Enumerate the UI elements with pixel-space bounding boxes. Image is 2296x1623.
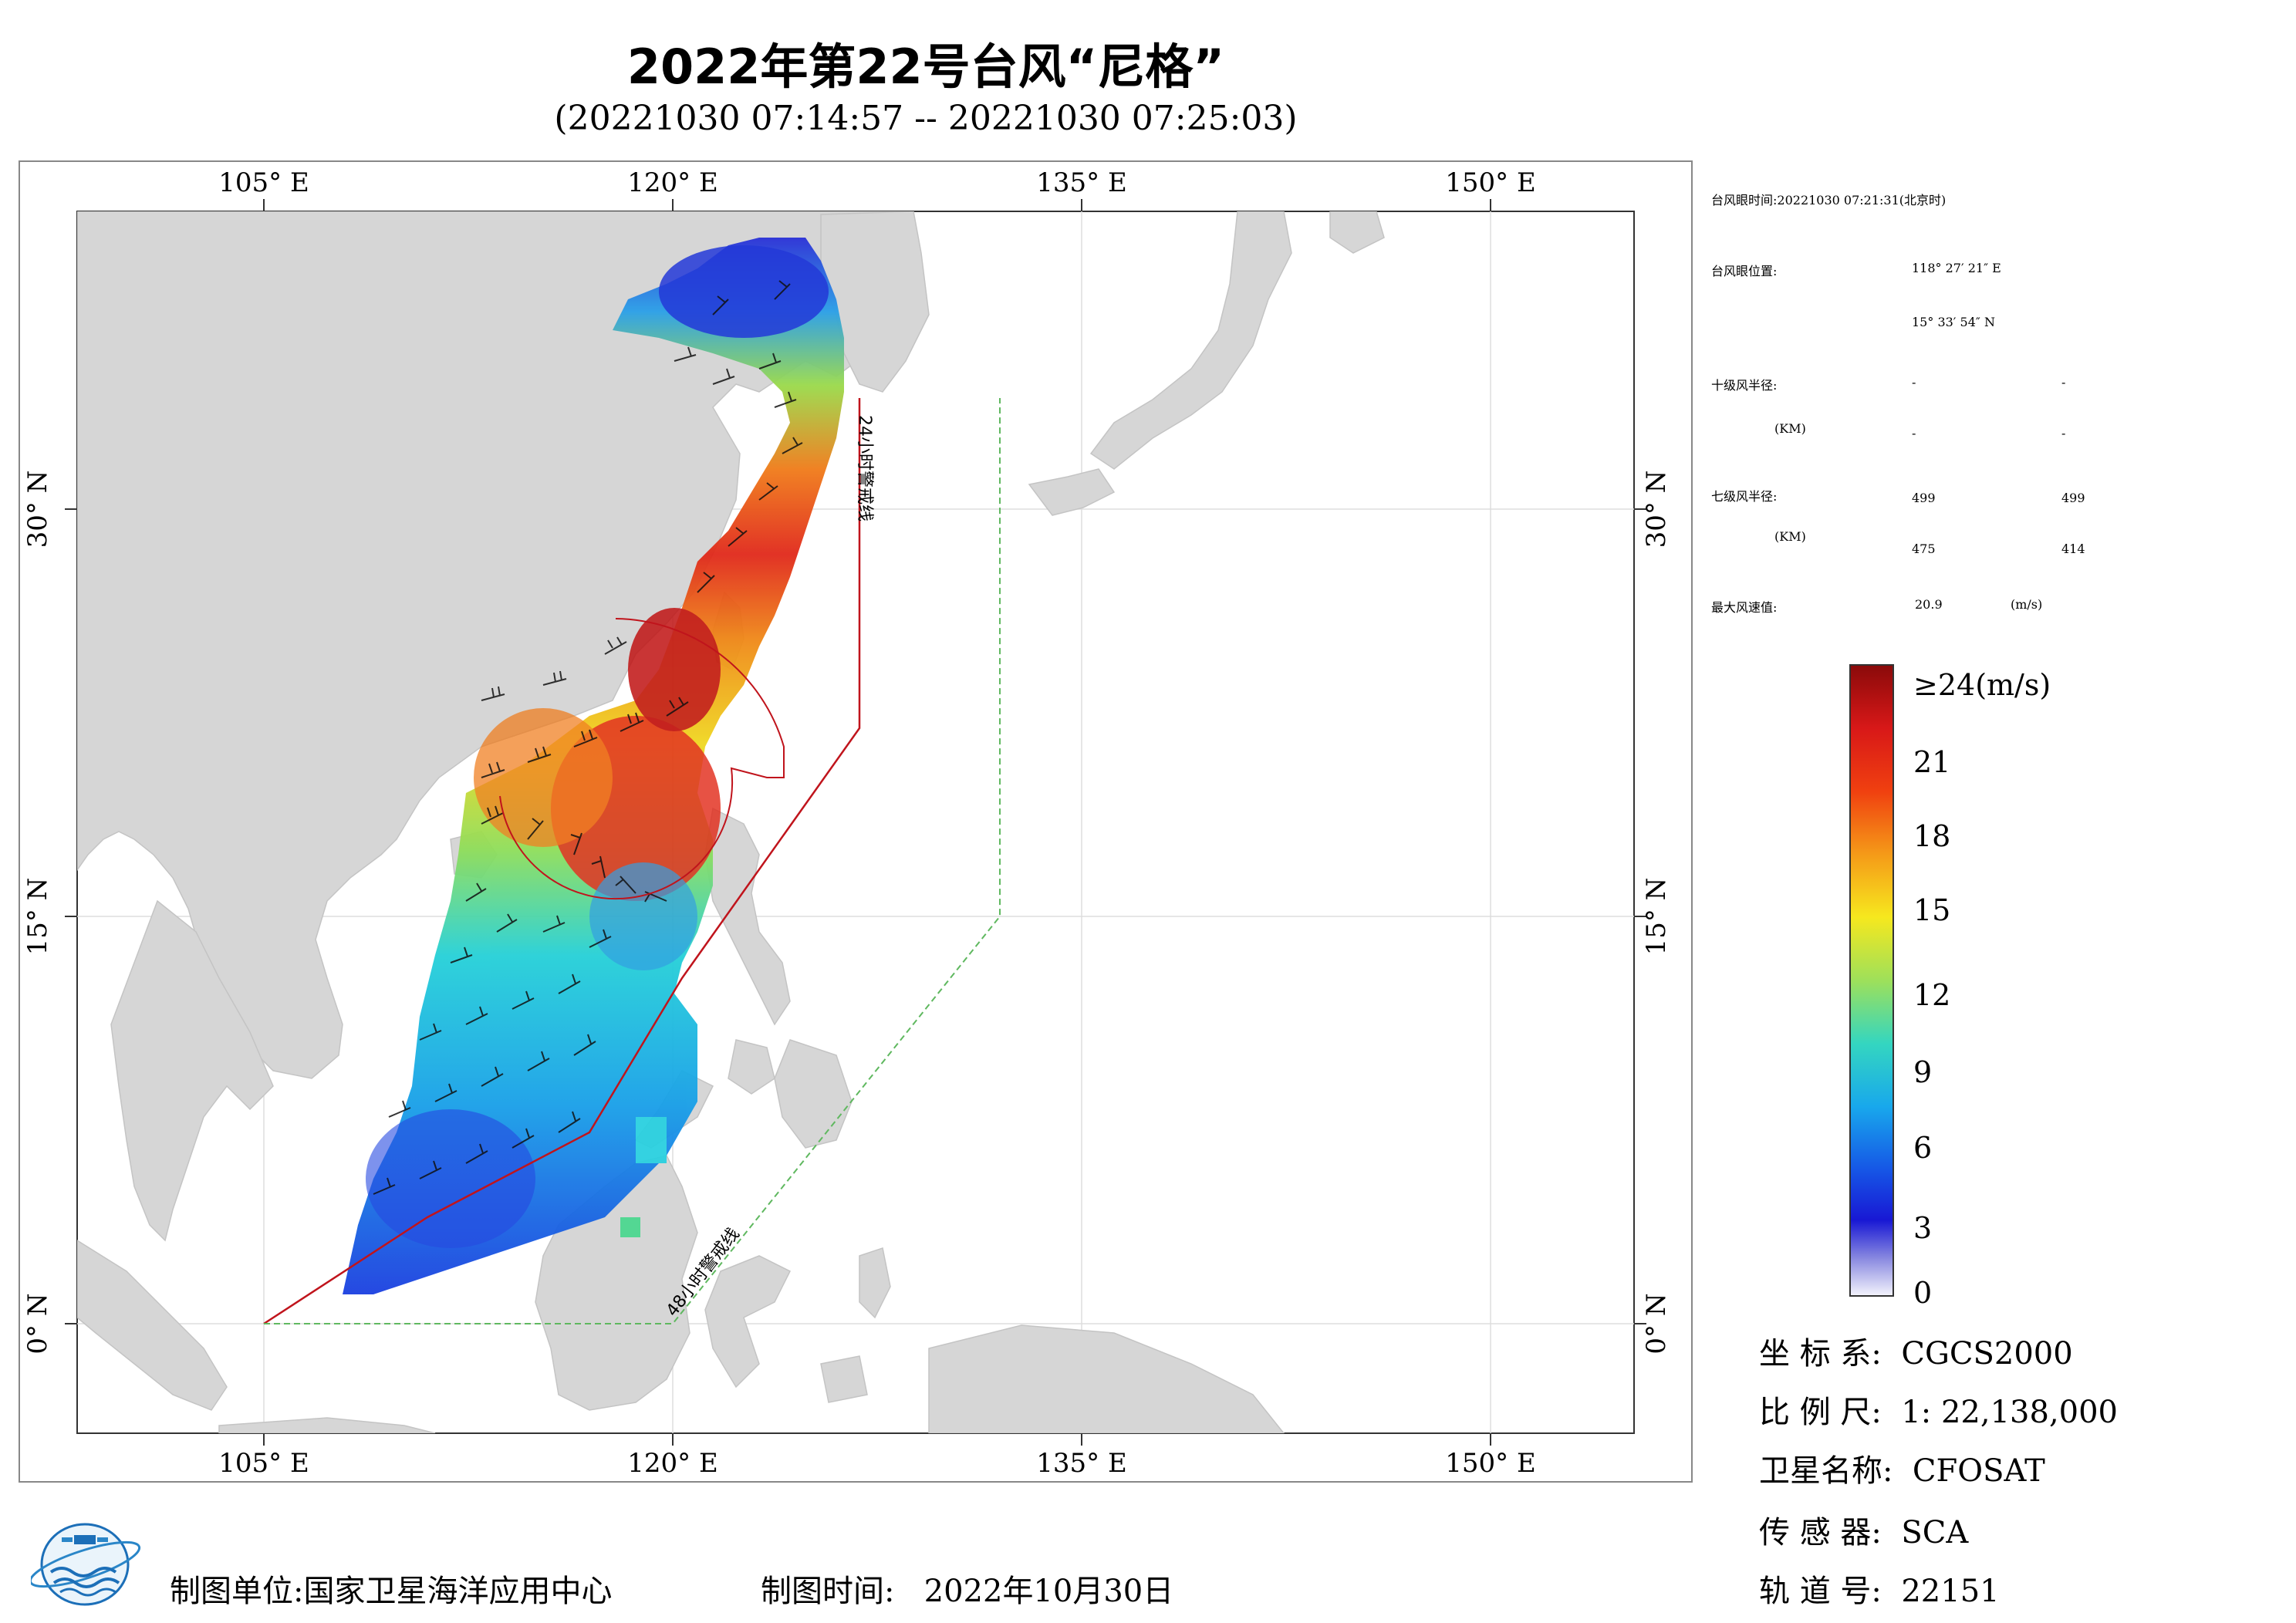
sensor-value: SCA — [1901, 1515, 1969, 1550]
warning-24h-label: 24小时警戒线 — [855, 415, 874, 521]
bottom-lon-label-150: 150° E — [1445, 1448, 1536, 1479]
top-lon-label-150: 150° E — [1445, 167, 1536, 198]
crs: 坐 标 系: CGCS2000 — [1759, 1328, 2073, 1373]
colorbar-label-15: 15 — [1913, 893, 1951, 927]
left-lat-label-0: 0° N — [22, 1293, 53, 1354]
left-lat-label-15: 15° N — [22, 878, 53, 956]
right-lat-label-15: 15° N — [1641, 878, 1672, 956]
r10-value-se: - — [2061, 375, 2066, 390]
r7-value-se: 499 — [2061, 491, 2085, 505]
max-wind-label: 最大风速值: — [1711, 600, 1778, 615]
map-subtitle: (20221030 07:14:57 -- 20221030 07:25:03) — [554, 99, 1298, 138]
warning-line-48h — [264, 398, 1001, 1324]
production-date-value: 2022年10月30日 — [923, 1574, 1174, 1609]
max-wind-value: 20.9 — [1915, 597, 1943, 612]
orbit: 轨 道 号: 22151 — [1759, 1566, 2000, 1611]
nsoas-logo-icon — [31, 1523, 141, 1606]
max-wind-unit: (m/s) — [2011, 597, 2043, 612]
colorbar — [1849, 664, 1894, 1297]
axis-ticks — [65, 199, 1646, 1446]
colorbar-label-9: 9 — [1913, 1055, 1933, 1089]
map-frame — [19, 160, 1693, 1483]
sensor-label: 传 感 器: — [1759, 1515, 1882, 1550]
right-lat-label-0: 0° N — [1641, 1293, 1672, 1354]
wind-field-map[interactable]: 24小时警戒线 48小时警戒线 105° E 120° E 135° E 150… — [19, 160, 1693, 1483]
crs-label: 坐 标 系: — [1759, 1336, 1882, 1372]
eye-time-label: 台风眼时间: — [1711, 193, 1778, 208]
top-lon-label-105: 105° E — [218, 167, 309, 198]
r10-value-ne: - — [1912, 375, 1916, 390]
eye-time-value: 20221030 07:21:31(北京时) — [1777, 193, 1947, 208]
r10-unit: (KM) — [1774, 421, 1806, 436]
orbit-value: 22151 — [1901, 1574, 2000, 1609]
eye-lon-value: 118° 27′ 21″ E — [1912, 261, 2001, 275]
eye-time: 台风眼时间:20221030 07:21:31(北京时) — [1711, 190, 1946, 208]
r7-label: 七级风半径: — [1711, 489, 1778, 504]
scale-value: 1: 22,138,000 — [1901, 1395, 2119, 1430]
typhoon-wind-radius — [499, 618, 785, 900]
satellite-label: 卫星名称: — [1759, 1453, 1893, 1489]
producer: 制图单位:国家卫星海洋应用中心 — [170, 1566, 612, 1611]
producer-value: 国家卫星海洋应用中心 — [303, 1574, 613, 1609]
satellite: 卫星名称: CFOSAT — [1759, 1446, 2045, 1490]
production-date: 制图时间: 2022年10月30日 — [761, 1566, 1173, 1611]
r7-value-sw: 475 — [1912, 542, 1936, 556]
right-lat-label-30: 30° N — [1641, 471, 1672, 548]
colorbar-label-0: 0 — [1913, 1276, 1933, 1310]
satellite-value: CFOSAT — [1912, 1453, 2045, 1489]
r7-unit: (KM) — [1774, 529, 1806, 544]
bottom-lon-label-135: 135° E — [1036, 1448, 1127, 1479]
scale-label: 比 例 尺: — [1759, 1395, 1882, 1430]
warning-line-24h — [263, 398, 861, 1325]
top-lon-label-135: 135° E — [1036, 167, 1127, 198]
scale: 比 例 尺: 1: 22,138,000 — [1759, 1387, 2118, 1432]
colorbar-label-6: 6 — [1913, 1131, 1933, 1165]
eye-position-label: 台风眼位置: — [1711, 264, 1778, 278]
r10-value-sw: - — [1912, 426, 1916, 440]
colorbar-label-21: 21 — [1913, 745, 1951, 779]
r10-value-nw: - — [2061, 426, 2066, 440]
wind-barbs — [373, 280, 803, 1195]
orbit-label: 轨 道 号: — [1759, 1574, 1882, 1609]
r10-label: 十级风半径: — [1711, 378, 1778, 393]
sensor: 传 感 器: SCA — [1759, 1507, 1968, 1552]
colorbar-label-3: 3 — [1913, 1211, 1933, 1245]
colorbar-label-12: 12 — [1913, 978, 1951, 1012]
colorbar-label-18: 18 — [1913, 819, 1951, 853]
colorbar-label-24: ≥24(m/s) — [1913, 668, 2051, 702]
r7-value-ne: 499 — [1912, 491, 1936, 505]
r7-value-nw: 414 — [2061, 542, 2085, 556]
eye-lat-value: 15° 33′ 54″ N — [1912, 315, 1995, 329]
wind-swath — [343, 238, 844, 1294]
bottom-lon-label-120: 120° E — [627, 1448, 718, 1479]
producer-label: 制图单位: — [170, 1574, 304, 1609]
left-lat-label-30: 30° N — [22, 471, 53, 548]
production-date-label: 制图时间: — [761, 1574, 895, 1609]
crs-value: CGCS2000 — [1901, 1336, 2073, 1372]
eye-position: 台风眼位置: — [1711, 261, 1777, 279]
map-title: 2022年第22号台风“尼格” — [626, 39, 1225, 95]
top-lon-label-120: 120° E — [627, 167, 718, 198]
bottom-lon-label-105: 105° E — [218, 1448, 309, 1479]
